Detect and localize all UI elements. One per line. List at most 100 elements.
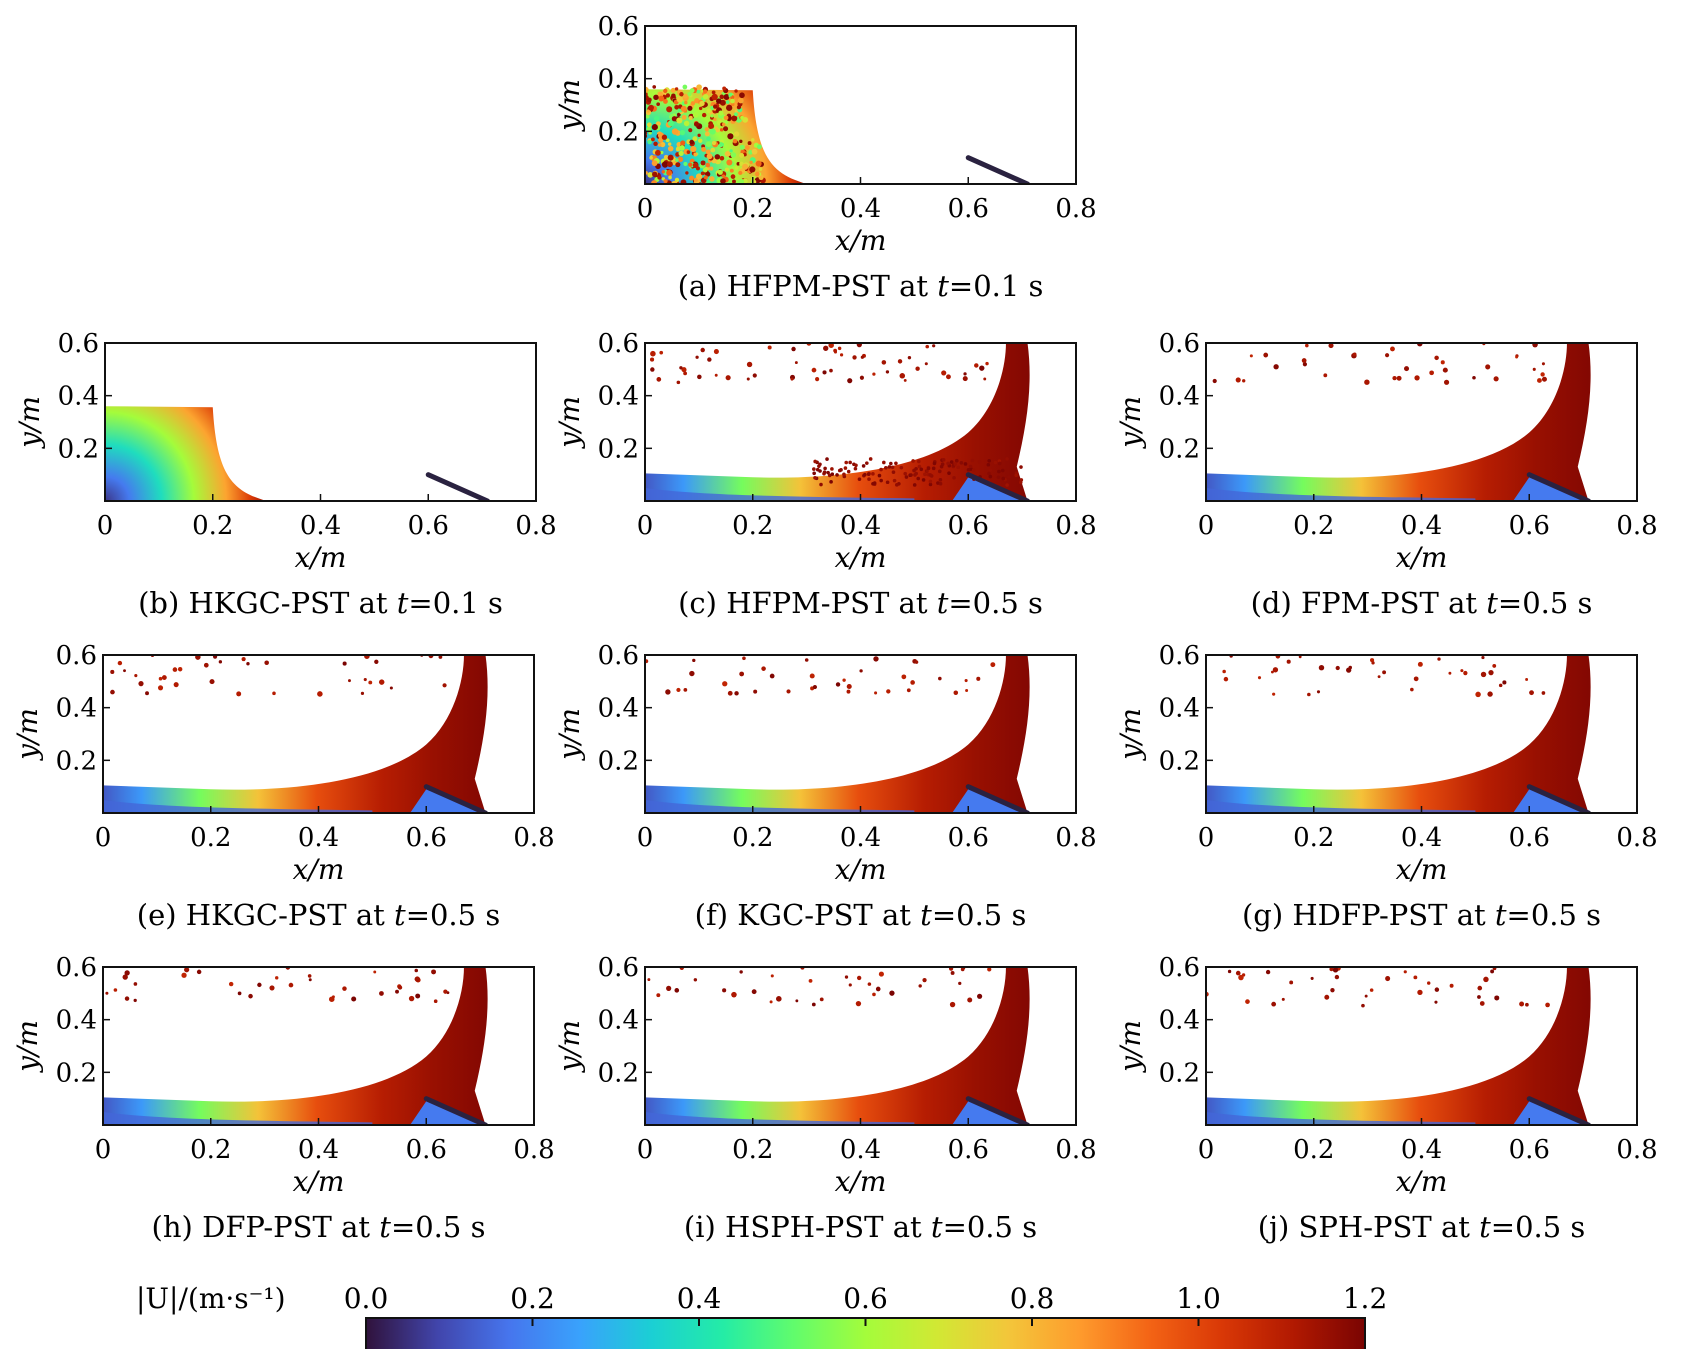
- splash-droplet: [1463, 670, 1468, 676]
- fluid-particle: [717, 169, 723, 175]
- fluid-particle: [646, 126, 652, 132]
- splash-droplet: [1437, 657, 1441, 661]
- panel-caption: (b) HKGC-PST at t=0.1 s: [138, 586, 503, 620]
- fluid-particle: [885, 480, 890, 485]
- fluid-particle: [756, 144, 762, 150]
- x-tick-label: 0.2: [192, 511, 233, 541]
- y-tick-label: 0.6: [1159, 329, 1200, 359]
- x-tick-label: 0.4: [840, 823, 881, 853]
- colorbar-tick-label: 0.0: [344, 1282, 389, 1315]
- fluid-particle: [953, 462, 958, 466]
- fluid-particle: [709, 166, 714, 171]
- fluid-particle: [939, 464, 944, 469]
- caption-time: =0.5: [1498, 586, 1578, 620]
- splash-droplet: [408, 995, 415, 1002]
- fluid-particle: [675, 147, 680, 152]
- splash-droplet: [1272, 692, 1276, 696]
- fluid-particle: [692, 136, 698, 142]
- splash-droplet: [1335, 665, 1340, 671]
- splash-droplet: [907, 355, 912, 360]
- splash-droplet: [443, 989, 448, 994]
- slow-layer: [1206, 487, 1476, 501]
- wedge-wall: [965, 784, 1031, 813]
- fluid-particle: [730, 98, 735, 104]
- splash-droplet: [1328, 343, 1334, 349]
- fluid-particle: [871, 472, 875, 476]
- y-axis-label: y/m: [553, 1020, 586, 1074]
- splash-droplet: [925, 344, 930, 349]
- x-tick-label: 0.2: [190, 1135, 231, 1165]
- fluid-particle: [658, 95, 665, 102]
- wedge-wall: [425, 472, 491, 501]
- splash-droplet: [1472, 375, 1476, 380]
- splash-droplet: [1301, 358, 1307, 363]
- splash-droplet: [795, 999, 799, 1003]
- splash-droplet: [859, 669, 863, 673]
- velocity-field: [645, 84, 1031, 184]
- x-tick-label: 0.6: [406, 823, 447, 853]
- x-axis-label: x/m: [835, 853, 887, 886]
- caption-time: =0.5: [1507, 898, 1587, 932]
- splash-droplet: [1334, 974, 1340, 980]
- fluid-particle: [688, 115, 693, 120]
- splash-droplet: [257, 982, 262, 988]
- splash-droplet: [697, 374, 702, 380]
- slow-layer: [1206, 799, 1476, 813]
- fluid-particle: [1005, 457, 1009, 461]
- splash-droplet: [967, 997, 973, 1003]
- x-tick-label: 0.8: [1055, 194, 1096, 224]
- caption-t: t: [937, 269, 949, 303]
- splash-droplet: [317, 691, 323, 697]
- x-tick-label: 0: [1198, 823, 1215, 853]
- caption-unit: s: [1028, 586, 1043, 620]
- fluid-body: [645, 967, 1030, 1125]
- fluid-particle: [740, 115, 744, 120]
- caption-method: HFPM-PST: [726, 586, 898, 620]
- splash-droplet: [828, 343, 834, 348]
- y-tick-label: 0.6: [58, 329, 99, 359]
- fluid-particle: [719, 128, 724, 132]
- splash-droplet: [1498, 683, 1503, 688]
- fluid-particle: [720, 178, 726, 184]
- splash-droplet: [674, 988, 680, 993]
- splash-droplet: [650, 350, 656, 357]
- splash-droplet: [1265, 969, 1271, 975]
- splash-droplet: [1364, 994, 1368, 998]
- caption-unit: s: [1011, 898, 1026, 932]
- splash-droplet: [1443, 379, 1450, 385]
- fluid-particle: [726, 159, 733, 166]
- fluid-particle: [674, 177, 680, 183]
- splash-droplet: [727, 690, 733, 696]
- fluid-particle: [818, 469, 822, 473]
- x-tick-label: 0.8: [1055, 823, 1096, 853]
- splash-droplet: [761, 666, 766, 671]
- splash-droplet: [397, 985, 403, 990]
- fluid-particle: [739, 92, 745, 99]
- fluid-particle: [700, 171, 705, 176]
- splash-droplet: [815, 377, 820, 382]
- splash-droplet: [855, 1000, 862, 1007]
- fluid-particle: [835, 473, 839, 477]
- splash-droplet: [856, 975, 862, 981]
- x-tick-label: 0.6: [948, 511, 989, 541]
- y-tick-label: 0.6: [598, 12, 639, 42]
- fluid-particle: [654, 149, 661, 156]
- splash-droplet: [218, 660, 223, 664]
- splash-droplet: [1316, 690, 1321, 694]
- fluid-particle: [710, 114, 714, 118]
- fluid-particle: [706, 153, 713, 160]
- x-tick-label: 0.8: [515, 511, 556, 541]
- fluid-particle: [988, 468, 993, 472]
- x-tick-label: 0: [95, 823, 112, 853]
- fluid-particle: [919, 467, 924, 472]
- fluid-particle: [1018, 480, 1023, 485]
- panel-caption: (c) HFPM-PST at t=0.5 s: [678, 586, 1043, 620]
- colorbar-label: |U|/(m·s⁻¹): [136, 1282, 286, 1315]
- wedge-wall: [423, 784, 489, 813]
- fluid-particle: [1011, 459, 1016, 464]
- fluid-particle: [812, 467, 816, 471]
- fluid-particle: [700, 160, 706, 166]
- splash-droplet: [395, 989, 399, 994]
- fluid-particle: [685, 171, 689, 175]
- fluid-particle: [667, 142, 672, 146]
